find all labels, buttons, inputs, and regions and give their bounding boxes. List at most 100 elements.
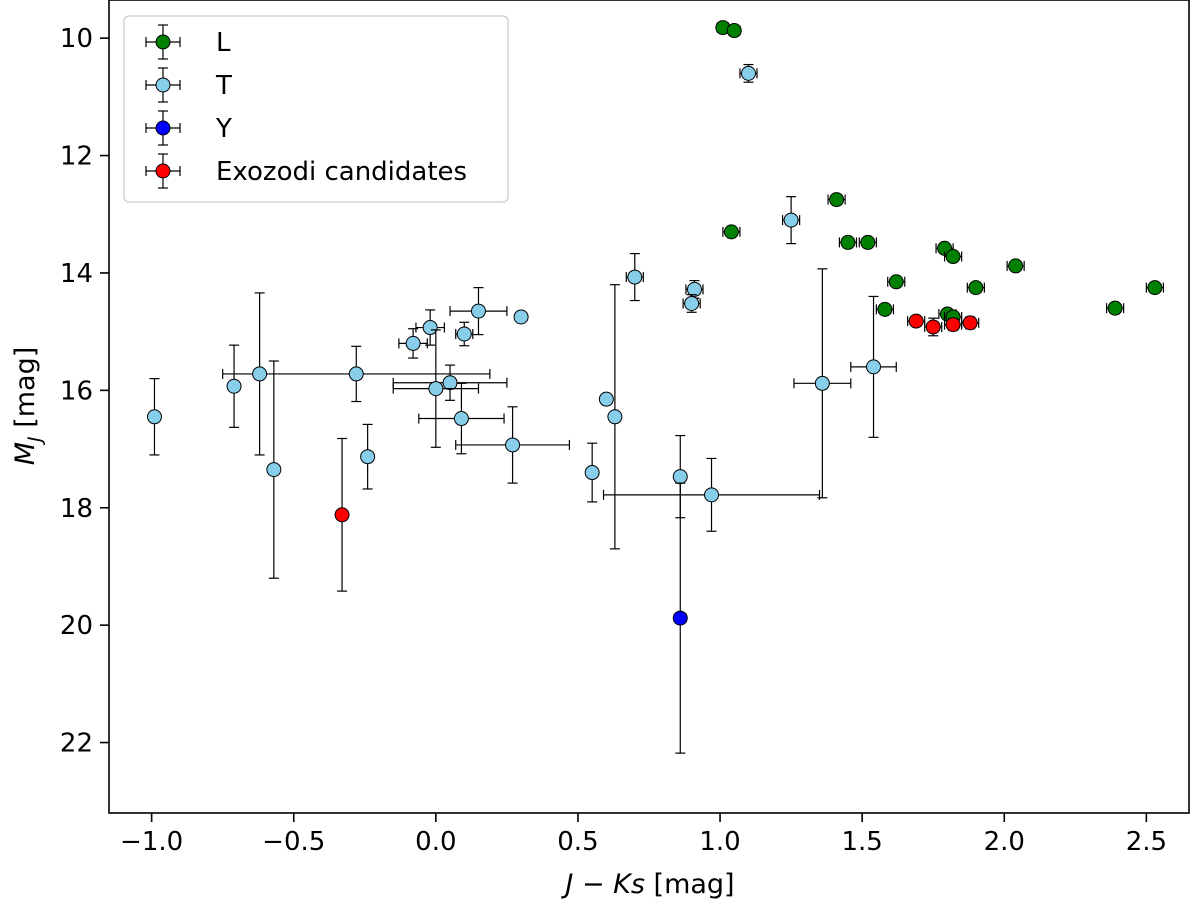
data-point: [943, 317, 963, 333]
legend-label: L: [216, 28, 231, 58]
x-tick-label: 0.0: [415, 827, 456, 857]
data-point: [398, 328, 428, 359]
y-tick-label: 12: [60, 142, 93, 172]
data-point: [602, 457, 821, 532]
data-point: [672, 482, 688, 754]
marker: [684, 295, 700, 311]
marker: [962, 315, 978, 331]
data-point: [682, 294, 701, 313]
data-point: [685, 279, 704, 299]
data-point: [625, 252, 644, 302]
legend-label: Y: [215, 114, 232, 144]
marker: [723, 224, 739, 240]
data-point: [455, 406, 571, 484]
legend-label: Exozodi candidates: [216, 157, 467, 187]
marker: [405, 335, 421, 351]
y-axis-label: MJ [mag]: [10, 347, 48, 466]
y-tick-label: 22: [60, 729, 93, 759]
legend: LTY Exozodi candidates: [123, 15, 509, 203]
marker: [877, 301, 893, 317]
x-tick-label: 1.0: [699, 827, 740, 857]
data-point: [222, 345, 491, 403]
legend-marker: [155, 77, 171, 93]
marker: [453, 411, 469, 427]
y-tick-label: 10: [60, 24, 93, 54]
data-point: [739, 63, 758, 83]
data-point: [924, 317, 943, 337]
data-point: [1006, 258, 1025, 274]
marker: [704, 487, 720, 503]
data-point: [334, 437, 350, 592]
data-point: [887, 274, 906, 290]
x-tick-label: −0.5: [262, 827, 325, 857]
data-point: [827, 192, 846, 208]
marker: [226, 378, 242, 394]
marker: [607, 409, 623, 425]
marker: [266, 462, 282, 478]
data-point: [722, 224, 741, 240]
legend-item: Exozodi candidates: [145, 153, 467, 189]
marker: [829, 192, 845, 208]
marker: [888, 274, 904, 290]
plot-frame: [108, 0, 1190, 814]
data-point: [961, 315, 980, 331]
marker: [428, 381, 444, 397]
marker: [627, 269, 643, 285]
data-point: [838, 234, 858, 250]
legend-box: [123, 15, 509, 203]
data-point: [858, 234, 877, 250]
data-point: [513, 309, 529, 325]
marker: [945, 317, 961, 333]
marker: [672, 469, 688, 485]
data-point: [943, 249, 963, 265]
y-tick-label: 20: [60, 611, 93, 641]
legend-marker: [155, 34, 171, 50]
data-point: [418, 382, 505, 455]
marker: [505, 437, 521, 453]
marker: [422, 320, 438, 336]
marker: [908, 313, 924, 329]
data-point: [726, 23, 742, 39]
marker: [726, 23, 742, 39]
y-tick-label: 14: [60, 259, 93, 289]
data-point: [850, 295, 897, 438]
marker: [740, 65, 756, 81]
data-point: [907, 313, 926, 329]
x-tick-label: 2.0: [984, 827, 1025, 857]
legend-item: T: [145, 67, 232, 103]
legend-marker: [155, 120, 171, 136]
marker: [945, 249, 961, 265]
marker: [598, 391, 614, 407]
data-point: [226, 344, 242, 428]
data-point: [875, 301, 895, 317]
marker: [360, 449, 376, 465]
data-point: [584, 442, 600, 503]
series-l: [715, 20, 1165, 325]
marker: [1107, 300, 1123, 316]
data-point: [415, 309, 445, 346]
marker: [334, 507, 350, 523]
x-tick-label: −1.0: [120, 827, 183, 857]
y-tick-label: 18: [60, 494, 93, 524]
x-tick-label: 1.5: [841, 827, 882, 857]
data-point: [1145, 280, 1165, 296]
data-point: [146, 378, 162, 456]
marker: [925, 319, 941, 335]
marker: [348, 366, 364, 382]
marker: [146, 409, 162, 425]
marker: [783, 212, 799, 228]
series-exozodi-candidates: [334, 313, 980, 592]
legend-item: Y: [145, 110, 232, 146]
x-axis: −1.0 −0.5 0.0 0.5 1.0 1.5 2.0 2.5: [120, 813, 1167, 857]
legend-marker: [155, 163, 171, 179]
marker: [1147, 280, 1163, 296]
data-point: [360, 423, 376, 490]
series-t: [146, 63, 897, 579]
data-point: [392, 329, 480, 448]
marker: [866, 359, 882, 375]
series-y: [672, 482, 688, 754]
data-point: [793, 268, 852, 499]
marker: [968, 280, 984, 296]
legend-label: T: [215, 71, 232, 101]
